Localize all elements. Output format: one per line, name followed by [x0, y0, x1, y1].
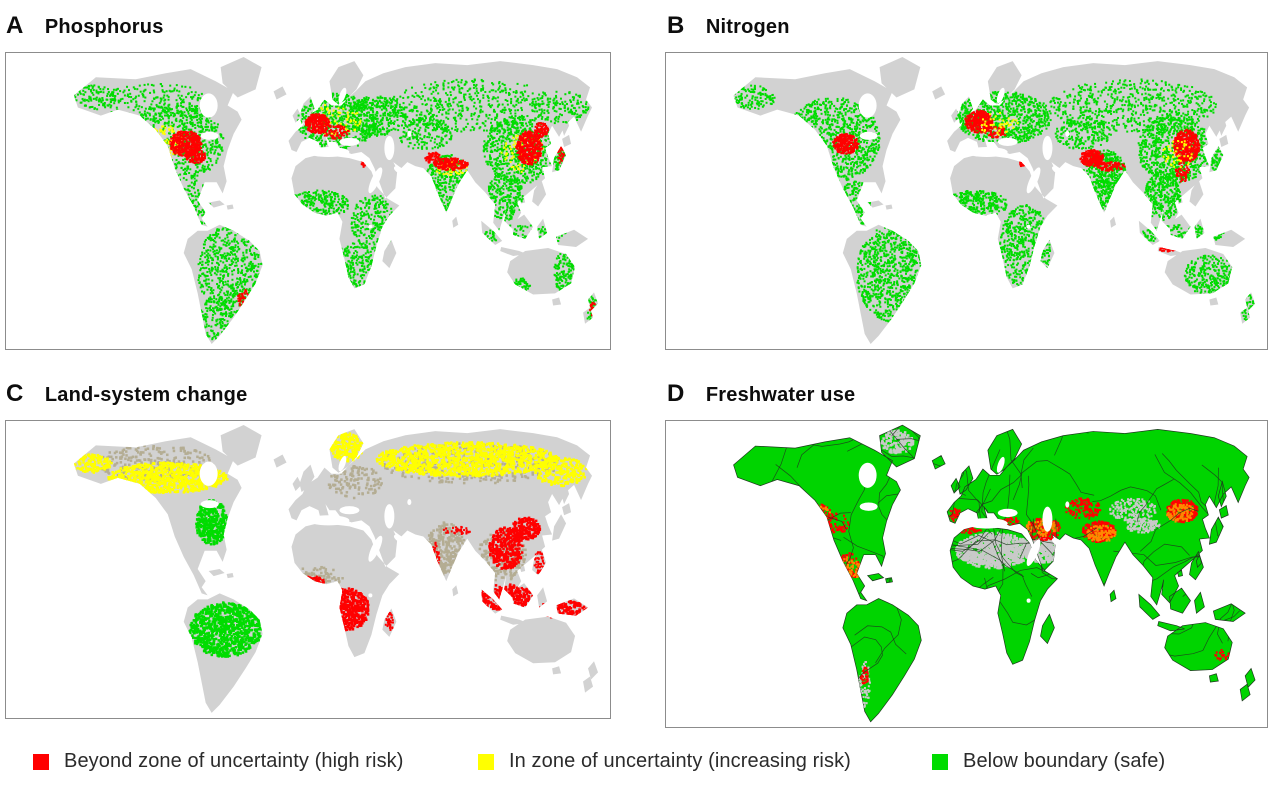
legend-item-safe: Below boundary (safe)	[932, 750, 1165, 773]
map-panel-nitrogen	[665, 52, 1268, 350]
panel-letter: A	[6, 12, 24, 40]
increasing-risk-label: In zone of uncertainty (increasing risk)	[509, 750, 851, 773]
panel-title-text: Nitrogen	[706, 16, 790, 39]
panel-c-title: C Land-system change	[6, 380, 247, 408]
panel-letter: C	[6, 380, 24, 408]
map-land-system-change	[73, 425, 599, 713]
map-panel-phosphorus	[5, 52, 611, 350]
safe-label: Below boundary (safe)	[963, 750, 1165, 773]
safe-swatch	[932, 753, 948, 770]
map-panel-land-system-change	[5, 420, 611, 719]
panel-letter: D	[667, 380, 685, 408]
panel-a-title: A Phosphorus	[6, 12, 164, 40]
map-panel-freshwater-use	[665, 420, 1268, 728]
map-freshwater-use	[733, 424, 1256, 723]
high-risk-swatch	[33, 753, 49, 770]
increasing-risk-swatch	[478, 753, 494, 770]
high-risk-label: Beyond zone of uncertainty (high risk)	[64, 750, 404, 773]
map-nitrogen	[733, 57, 1256, 344]
legend-item-high-risk: Beyond zone of uncertainty (high risk)	[33, 750, 404, 773]
panel-d-title: D Freshwater use	[667, 380, 855, 408]
panel-b-title: B Nitrogen	[667, 12, 790, 40]
panel-title-text: Freshwater use	[706, 384, 856, 407]
map-phosphorus	[73, 57, 599, 344]
panel-title-text: Phosphorus	[45, 16, 164, 39]
panel-title-text: Land-system change	[45, 384, 248, 407]
panel-letter: B	[667, 12, 685, 40]
legend-item-increasing-risk: In zone of uncertainty (increasing risk)	[478, 750, 851, 773]
